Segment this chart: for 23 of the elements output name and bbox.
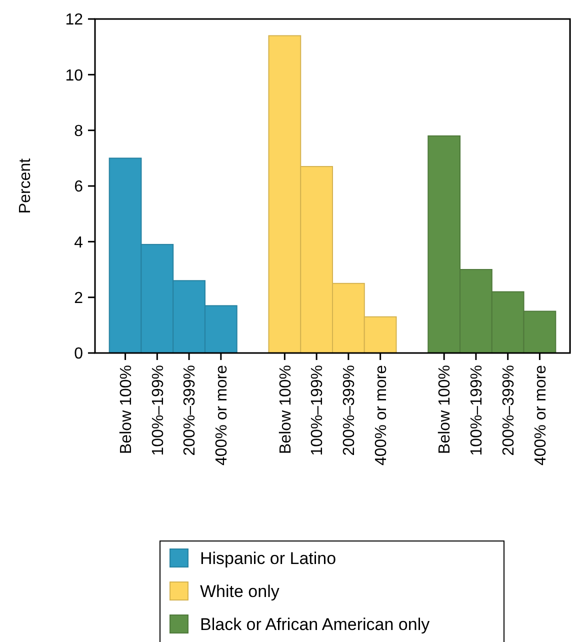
x-tick-label: Below 100% [277,365,294,454]
y-axis-title: Percent [17,158,34,214]
y-tick-label: 6 [74,178,84,196]
x-tick-label: 100%–199% [468,365,486,456]
legend-label: Hispanic or Latino [200,548,336,568]
y-tick-label: 8 [74,122,84,140]
x-tick-label: Below 100% [436,365,454,454]
legend-label: Black or African American only [200,614,430,634]
x-tick-label: Below 100% [118,365,135,454]
x-tick-label: 400% or more [372,364,390,466]
x-tick-label: 400% or more [532,364,550,466]
x-tick-label: 200%–399% [182,365,199,456]
y-tick-label: 10 [65,67,84,84]
x-tick-label: 200%–399% [341,365,358,456]
y-tick-label: 0 [74,346,84,363]
legend-label: White only [200,582,280,601]
x-tick-label: 400% or more [214,364,231,466]
y-tick-label: 2 [74,290,84,307]
y-tick-label: 12 [65,12,84,29]
x-tick-label: 100%–199% [150,365,167,456]
x-tick-label: 100%–199% [309,365,326,456]
x-tick-label: 200%–399% [500,365,518,456]
y-tick-label: 4 [74,234,84,252]
